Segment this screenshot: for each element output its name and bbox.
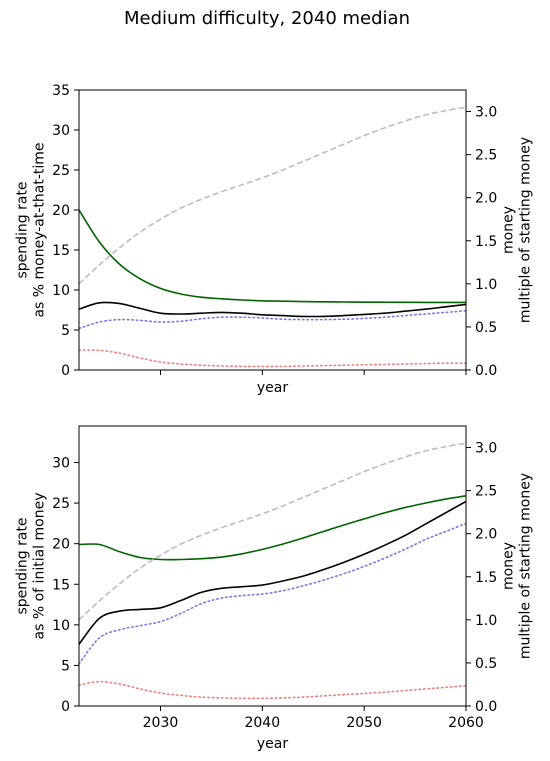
panel-1-y2tick-label: 1.5: [475, 234, 497, 250]
panel-1-xlabel: year: [257, 380, 288, 396]
panel-1-y2tick-label: 0.0: [475, 363, 497, 379]
panel-1-ytick-label: 25: [52, 163, 70, 179]
panel-2-frame: [78, 425, 467, 707]
panel-2-y2tick-label: 0.0: [475, 699, 497, 715]
panel-2-series-median-spending: [79, 500, 466, 645]
panel-1-y2label-line: multiple of starting money: [518, 137, 534, 323]
panel-1-series-blue-dotted: [79, 310, 466, 330]
panel-2-y2tick-label: 1.5: [475, 570, 497, 586]
panel-1-series-red-dotted: [79, 349, 466, 368]
panel-1-series-money: [79, 106, 466, 285]
panel-1-y2label: moneymultiple of starting money: [501, 137, 534, 323]
panel-1-y2tick-label: 3.0: [475, 105, 497, 121]
panel-2-xtick-label: 2060: [448, 715, 484, 731]
panel-1-ytick-label: 35: [52, 83, 70, 99]
panel-2-ytick-label: 30: [52, 456, 70, 472]
panel-2-y2tick-label: 2.5: [475, 484, 497, 500]
panel-1-ytick-label: 5: [61, 323, 70, 339]
panel-2-y2tick-label: 0.5: [475, 656, 497, 672]
panel-2-series-money: [79, 442, 466, 621]
panel-1-frame: [78, 89, 467, 371]
panel-2-ytick-label: 15: [52, 577, 70, 593]
panel-2-ylabel-line: as % of initial money: [32, 493, 48, 640]
panel-1-y2label-line: money: [501, 206, 517, 254]
panel-2-y2label: moneymultiple of starting money: [501, 473, 534, 659]
panel-1-y2tick-label: 2.5: [475, 148, 497, 164]
panel-1-y2tick-label: 0.5: [475, 320, 497, 336]
panel-2-xtick-label: 2030: [143, 715, 179, 731]
panel-1-ytick-label: 30: [52, 123, 70, 139]
panel-2-series-blue-dotted: [79, 522, 466, 665]
panel-2-xtick-label: 2040: [244, 715, 280, 731]
panel-2-y2tick-label: 3.0: [475, 441, 497, 457]
panel-1-ytick-label: 15: [52, 243, 70, 259]
panel-2-ytick-label: 25: [52, 496, 70, 512]
panel-1-series-upper-spending: [79, 209, 466, 304]
panel-1-ylabel-line: spending rate: [15, 181, 31, 278]
panel-1-series-median-spending: [79, 301, 466, 318]
panel-2-y2tick-label: 2.0: [475, 527, 497, 543]
panel-2-ylabel-line: spending rate: [15, 517, 31, 614]
panel-1-ytick-label: 10: [52, 283, 70, 299]
panel-1-y2tick-label: 1.0: [475, 277, 497, 293]
panel-2-ytick-label: 5: [61, 658, 70, 674]
panel-1-ylabel: spending rateas % money-at-that-time: [15, 142, 48, 317]
panel-1-ytick-label: 0: [61, 363, 70, 379]
panel-2-xtick-label: 2050: [346, 715, 382, 731]
panel-2-ylabel: spending rateas % of initial money: [15, 493, 48, 640]
panel-1-ytick-label: 20: [52, 203, 70, 219]
panel-2-y2label-line: money: [501, 542, 517, 590]
panel-2-ytick-label: 20: [52, 537, 70, 553]
panel-2-ytick-label: 0: [61, 699, 70, 715]
figure-title: Medium difficulty, 2040 median: [124, 8, 410, 29]
panel-2-xlabel: year: [257, 736, 288, 752]
panel-2-series-red-dotted: [79, 680, 466, 700]
panel-2-y2label-line: multiple of starting money: [518, 473, 534, 659]
panel-2-series-upper-spending: [79, 495, 466, 561]
panel-2-y2tick-label: 1.0: [475, 613, 497, 629]
panel-2-ytick-label: 10: [52, 618, 70, 634]
panel-1-ylabel-line: as % money-at-that-time: [32, 142, 48, 317]
panel-1-y2tick-label: 2.0: [475, 191, 497, 207]
